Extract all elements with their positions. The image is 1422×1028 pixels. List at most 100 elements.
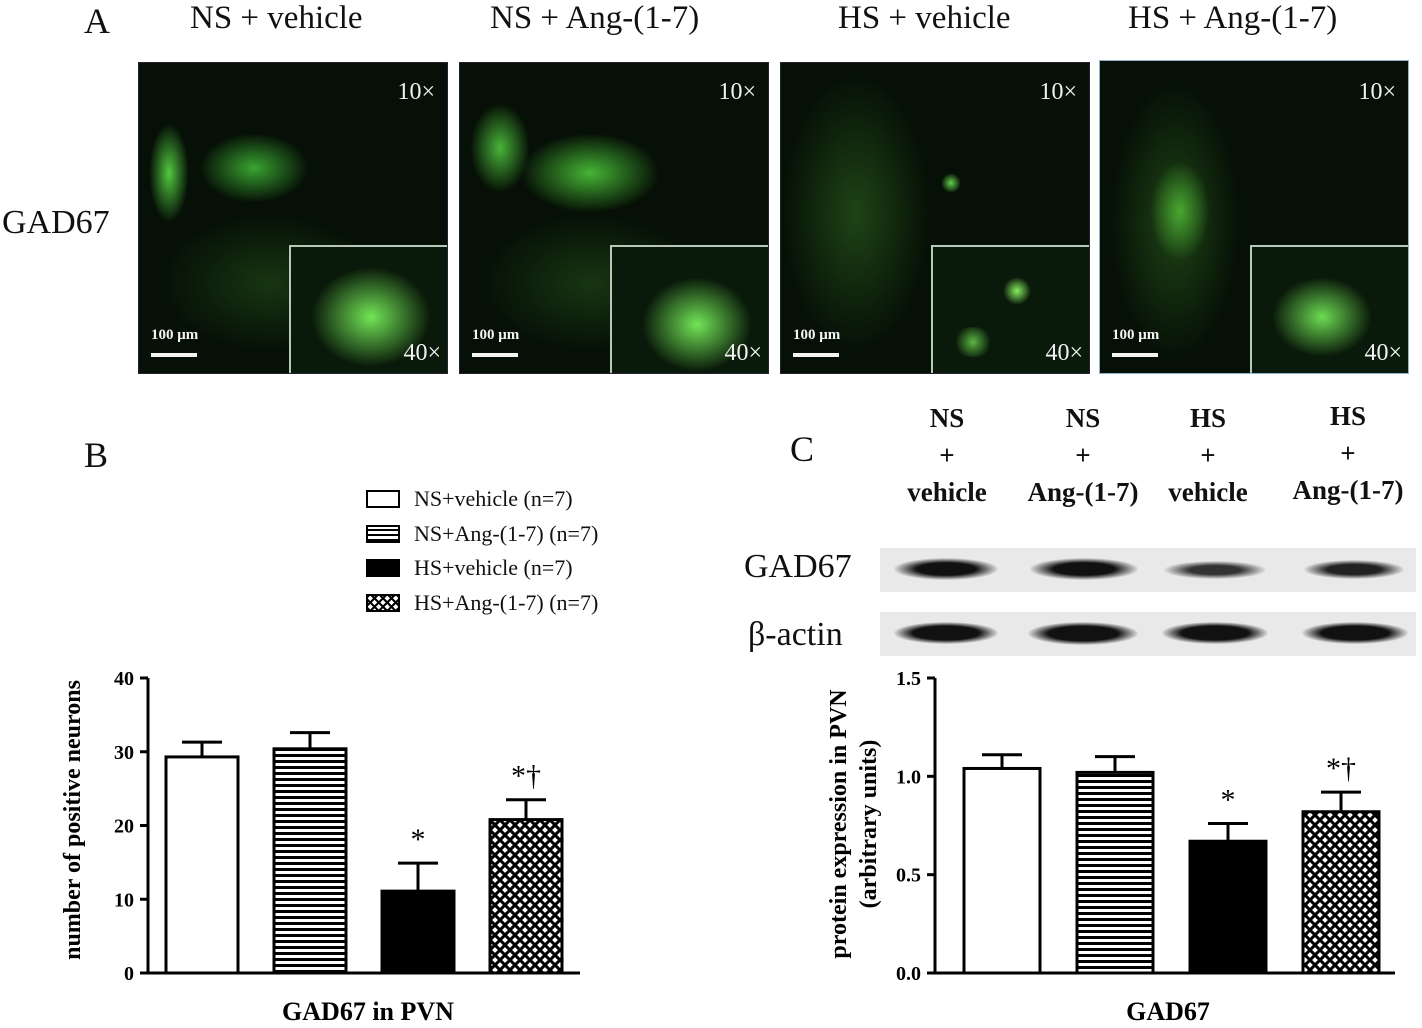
- lane-label-ns-vehicle: NS + vehicle: [886, 400, 1008, 511]
- blot-band: [1302, 622, 1408, 644]
- lane-line: +: [1340, 438, 1356, 468]
- micrograph-ns-ang: 10× 40× 100 μm: [459, 62, 769, 374]
- magnification-low-label: 10×: [1039, 79, 1077, 105]
- lane-line: Ang-(1-7): [1027, 477, 1139, 507]
- lane-line: HS: [1329, 401, 1367, 431]
- significance-label: *†: [1326, 752, 1356, 785]
- legend-swatch-open: [366, 490, 400, 508]
- micrograph-ns-vehicle: 10× 40× 100 μm: [138, 62, 448, 374]
- bar: [962, 766, 1042, 975]
- scale-bar-label: 100 μm: [1112, 327, 1160, 343]
- chart-b: 0 10 20 30 40 * *† GAD67 in PVN number of positi…: [60, 668, 580, 1026]
- scale-bar: [1112, 353, 1158, 357]
- chart-c: 0.0 0.5 1.0 1.5 * *† GAD67 protein expression i…: [826, 668, 1395, 1026]
- magnification-high-label: 40×: [1364, 340, 1402, 366]
- scale-bar: [472, 353, 518, 357]
- scale-bar-label: 100 μm: [472, 327, 520, 343]
- bar: [488, 818, 564, 975]
- legend-label: NS+Ang-(1-7) (n=7): [414, 521, 599, 546]
- legend-item-hs-ang: HS+Ang-(1-7) (n=7): [366, 590, 598, 616]
- blot-band: [1164, 561, 1266, 579]
- magnification-low-label: 10×: [1358, 79, 1396, 105]
- blot-band: [1304, 560, 1404, 579]
- panel-a-row-label: GAD67: [2, 204, 110, 241]
- magnification-high-label: 40×: [1045, 340, 1083, 366]
- blot-band: [894, 622, 998, 644]
- western-blot-beta-actin: [880, 612, 1416, 656]
- panel-a-letter: A: [84, 1, 110, 41]
- y-tick-label: 1.5: [896, 668, 921, 690]
- panel-a-title-hs-ang: HS + Ang-(1-7): [1128, 0, 1338, 36]
- lane-label-ns-ang: NS + Ang-(1-7): [1018, 400, 1148, 511]
- y-tick-label: 30: [114, 742, 134, 764]
- bar: [1188, 839, 1268, 975]
- blot-label-gad67: GAD67: [744, 548, 852, 585]
- panel-a-title-ns-vehicle: NS + vehicle: [190, 0, 363, 36]
- western-blot-gad67: [880, 548, 1416, 592]
- lane-label-hs-ang: HS + Ang-(1-7): [1282, 398, 1414, 509]
- micrograph-hs-ang: 10× 40× 100 μm: [1099, 60, 1409, 374]
- legend-label: NS+vehicle (n=7): [414, 486, 573, 511]
- significance-label: *: [411, 823, 426, 856]
- legend-swatch-solid: [366, 559, 400, 577]
- inset-high-mag: 40×: [931, 245, 1089, 373]
- lane-line: NS: [929, 403, 965, 433]
- significance-label: *†: [511, 760, 541, 793]
- bar: [272, 747, 348, 975]
- micrograph-hs-vehicle: 10× 40× 100 μm: [780, 62, 1090, 374]
- legend-item-ns-vehicle: NS+vehicle (n=7): [366, 486, 573, 512]
- blot-label-beta-actin: β-actin: [748, 616, 843, 653]
- scale-bar-label: 100 μm: [793, 327, 841, 343]
- y-axis-label: protein expression in PVN: [826, 689, 852, 959]
- y-tick-label: 0: [124, 963, 134, 985]
- y-tick-label: 0.5: [896, 865, 921, 887]
- lane-line: +: [1200, 440, 1216, 470]
- magnification-low-label: 10×: [718, 79, 756, 105]
- y-axis-label-units: (arbitrary units): [856, 740, 882, 909]
- lane-line: NS: [1065, 403, 1101, 433]
- y-tick-label: 0.0: [896, 963, 921, 985]
- bar: [380, 889, 456, 975]
- y-axis-label: number of positive neurons: [60, 680, 86, 960]
- legend-label: HS+Ang-(1-7) (n=7): [414, 590, 599, 615]
- inset-high-mag: 40×: [1250, 245, 1408, 373]
- magnification-high-label: 40×: [724, 340, 762, 366]
- blot-band: [1028, 622, 1138, 645]
- y-tick-label: 20: [114, 816, 134, 838]
- inset-high-mag: 40×: [610, 245, 768, 373]
- lane-line: vehicle: [1168, 477, 1248, 507]
- inset-high-mag: 40×: [289, 245, 447, 373]
- scale-bar: [793, 353, 839, 357]
- magnification-low-label: 10×: [397, 79, 435, 105]
- panel-a-title-hs-vehicle: HS + vehicle: [838, 0, 1011, 36]
- lane-line: HS: [1189, 403, 1227, 433]
- blot-band: [1162, 622, 1268, 644]
- legend-item-ns-ang: NS+Ang-(1-7) (n=7): [366, 521, 598, 547]
- lane-line: Ang-(1-7): [1292, 475, 1404, 505]
- x-axis-label: GAD67: [1126, 997, 1210, 1026]
- legend-label: HS+vehicle (n=7): [414, 555, 573, 580]
- lane-line: vehicle: [907, 477, 987, 507]
- significance-label: *: [1221, 784, 1236, 817]
- lane-label-hs-vehicle: HS + vehicle: [1158, 400, 1258, 511]
- magnification-high-label: 40×: [403, 340, 441, 366]
- y-tick-label: 1.0: [896, 766, 921, 788]
- bar: [1301, 810, 1381, 975]
- legend-item-hs-vehicle: HS+vehicle (n=7): [366, 555, 573, 581]
- blot-band: [894, 558, 998, 580]
- legend-swatch-horizontal: [366, 525, 400, 543]
- panel-b-letter: B: [84, 435, 109, 475]
- panel-c-letter: C: [790, 429, 815, 469]
- blot-band: [1030, 558, 1138, 580]
- panel-a-title-ns-ang: NS + Ang-(1-7): [490, 0, 700, 36]
- scale-bar: [151, 353, 197, 357]
- legend-swatch-crosshatch: [366, 594, 400, 612]
- y-tick-label: 40: [114, 668, 134, 690]
- lane-line: +: [939, 440, 955, 470]
- bar: [164, 755, 240, 975]
- x-axis-label: GAD67 in PVN: [282, 997, 454, 1026]
- scale-bar-label: 100 μm: [151, 327, 199, 343]
- bar: [1075, 770, 1155, 975]
- y-tick-label: 10: [114, 889, 134, 911]
- lane-line: +: [1075, 440, 1091, 470]
